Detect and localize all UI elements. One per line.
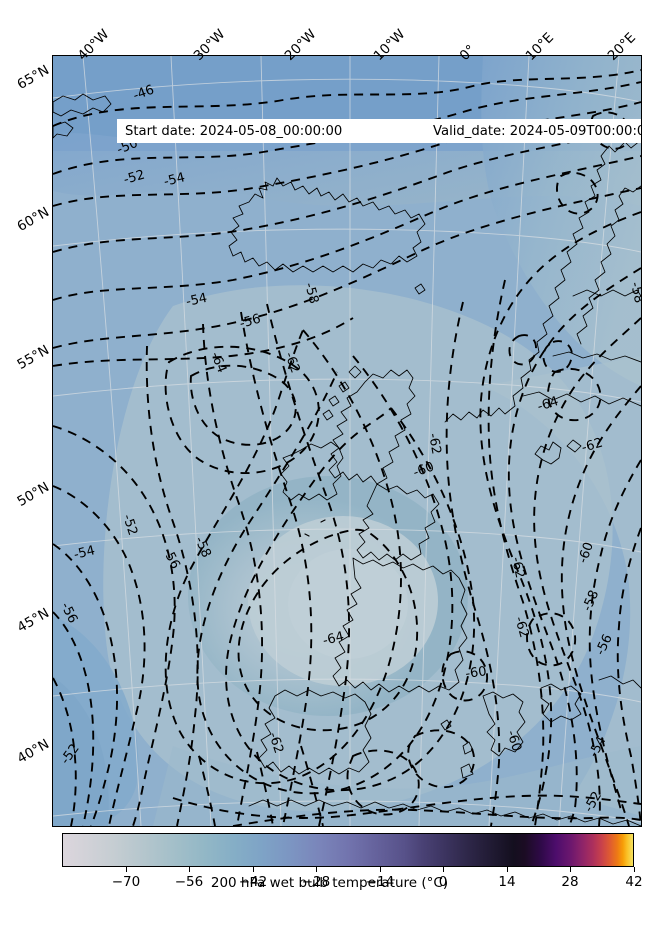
svg-text:-54: -54 [185,291,209,310]
info-banner: Start date: 2024-05-08_00:00:00 Valid_da… [117,119,641,143]
svg-text:-58: -58 [301,281,321,305]
svg-text:-64: -64 [536,394,561,415]
colorbar-tick-label-4: −14 [365,874,395,890]
lat-tick-label-60n: 60°N [14,204,53,235]
svg-text:-56: -56 [57,600,80,626]
svg-text:-64: -64 [321,629,345,649]
svg-text:-56: -56 [593,632,616,658]
svg-text:-54: -54 [162,170,186,190]
svg-text:-60: -60 [411,459,436,480]
svg-text:-62: -62 [425,432,443,456]
valid-date-label: Valid_date: 2024-05-09T00:00:00.00 [433,123,641,139]
svg-text:-52: -52 [581,789,605,815]
svg-text:-52: -52 [58,741,83,767]
svg-text:-52: -52 [119,513,140,538]
svg-text:-52: -52 [122,168,147,188]
svg-text:-62: -62 [508,556,527,580]
svg-text:-56: -56 [238,312,263,332]
colorbar-title: 200 hPa wet bulb temperature (°C) [210,875,449,891]
svg-text:-46: -46 [131,82,156,103]
map-axes[interactable]: -46 -50 -52 -54 -58 -54 -56 -62 -64 -52 … [52,55,642,827]
colorbar-tick-label-3: −28 [301,874,331,890]
svg-text:-58: -58 [627,281,641,305]
colorbar[interactable]: −70 −56 −42 −28 −14 0 14 28 42 [62,833,643,890]
svg-text:-58: -58 [580,588,602,613]
svg-text:-62: -62 [265,731,286,756]
svg-text:-58: -58 [191,535,213,560]
colorbar-tick-label-5: 0 [438,874,448,890]
coastlines [53,93,641,826]
lat-tick-label-65n: 65°N [14,62,53,93]
svg-text:-62: -62 [281,350,302,375]
svg-text:-64: -64 [207,350,229,375]
colorbar-tick-label-2: −42 [238,874,268,890]
svg-text:-60: -60 [576,540,597,565]
lat-tick-label-40n: 40°N [14,736,53,767]
lat-tick-label-55n: 55°N [14,342,53,373]
svg-text:-60: -60 [464,664,487,682]
svg-text:-62: -62 [580,436,605,456]
lat-tick-label-50n: 50°N [14,479,53,510]
svg-text:-54: -54 [72,543,96,563]
colorbar-tick-label-7: 28 [561,874,579,890]
lat-tick-label-45n: 45°N [14,605,53,636]
svg-text:-56: -56 [159,546,182,572]
colorbar-tick-label-0: −70 [111,874,141,890]
colorbar-tick-label-8: 42 [625,874,643,890]
graticule-gridlines [53,56,641,826]
colorbar-ticks: −70 −56 −42 −28 −14 0 14 28 42 [62,867,643,890]
start-date-label: Start date: 2024-05-08_00:00:00 [125,123,343,139]
contour-lines: -46 -50 -52 -54 -58 -54 -56 -62 -64 -52 … [53,69,641,826]
colorbar-tick-label-1: −56 [174,874,204,890]
svg-text:-62: -62 [511,615,531,640]
svg-text:-60: -60 [503,729,524,754]
colorbar-gradient [62,833,634,867]
colorbar-tick-label-6: 14 [498,874,516,890]
